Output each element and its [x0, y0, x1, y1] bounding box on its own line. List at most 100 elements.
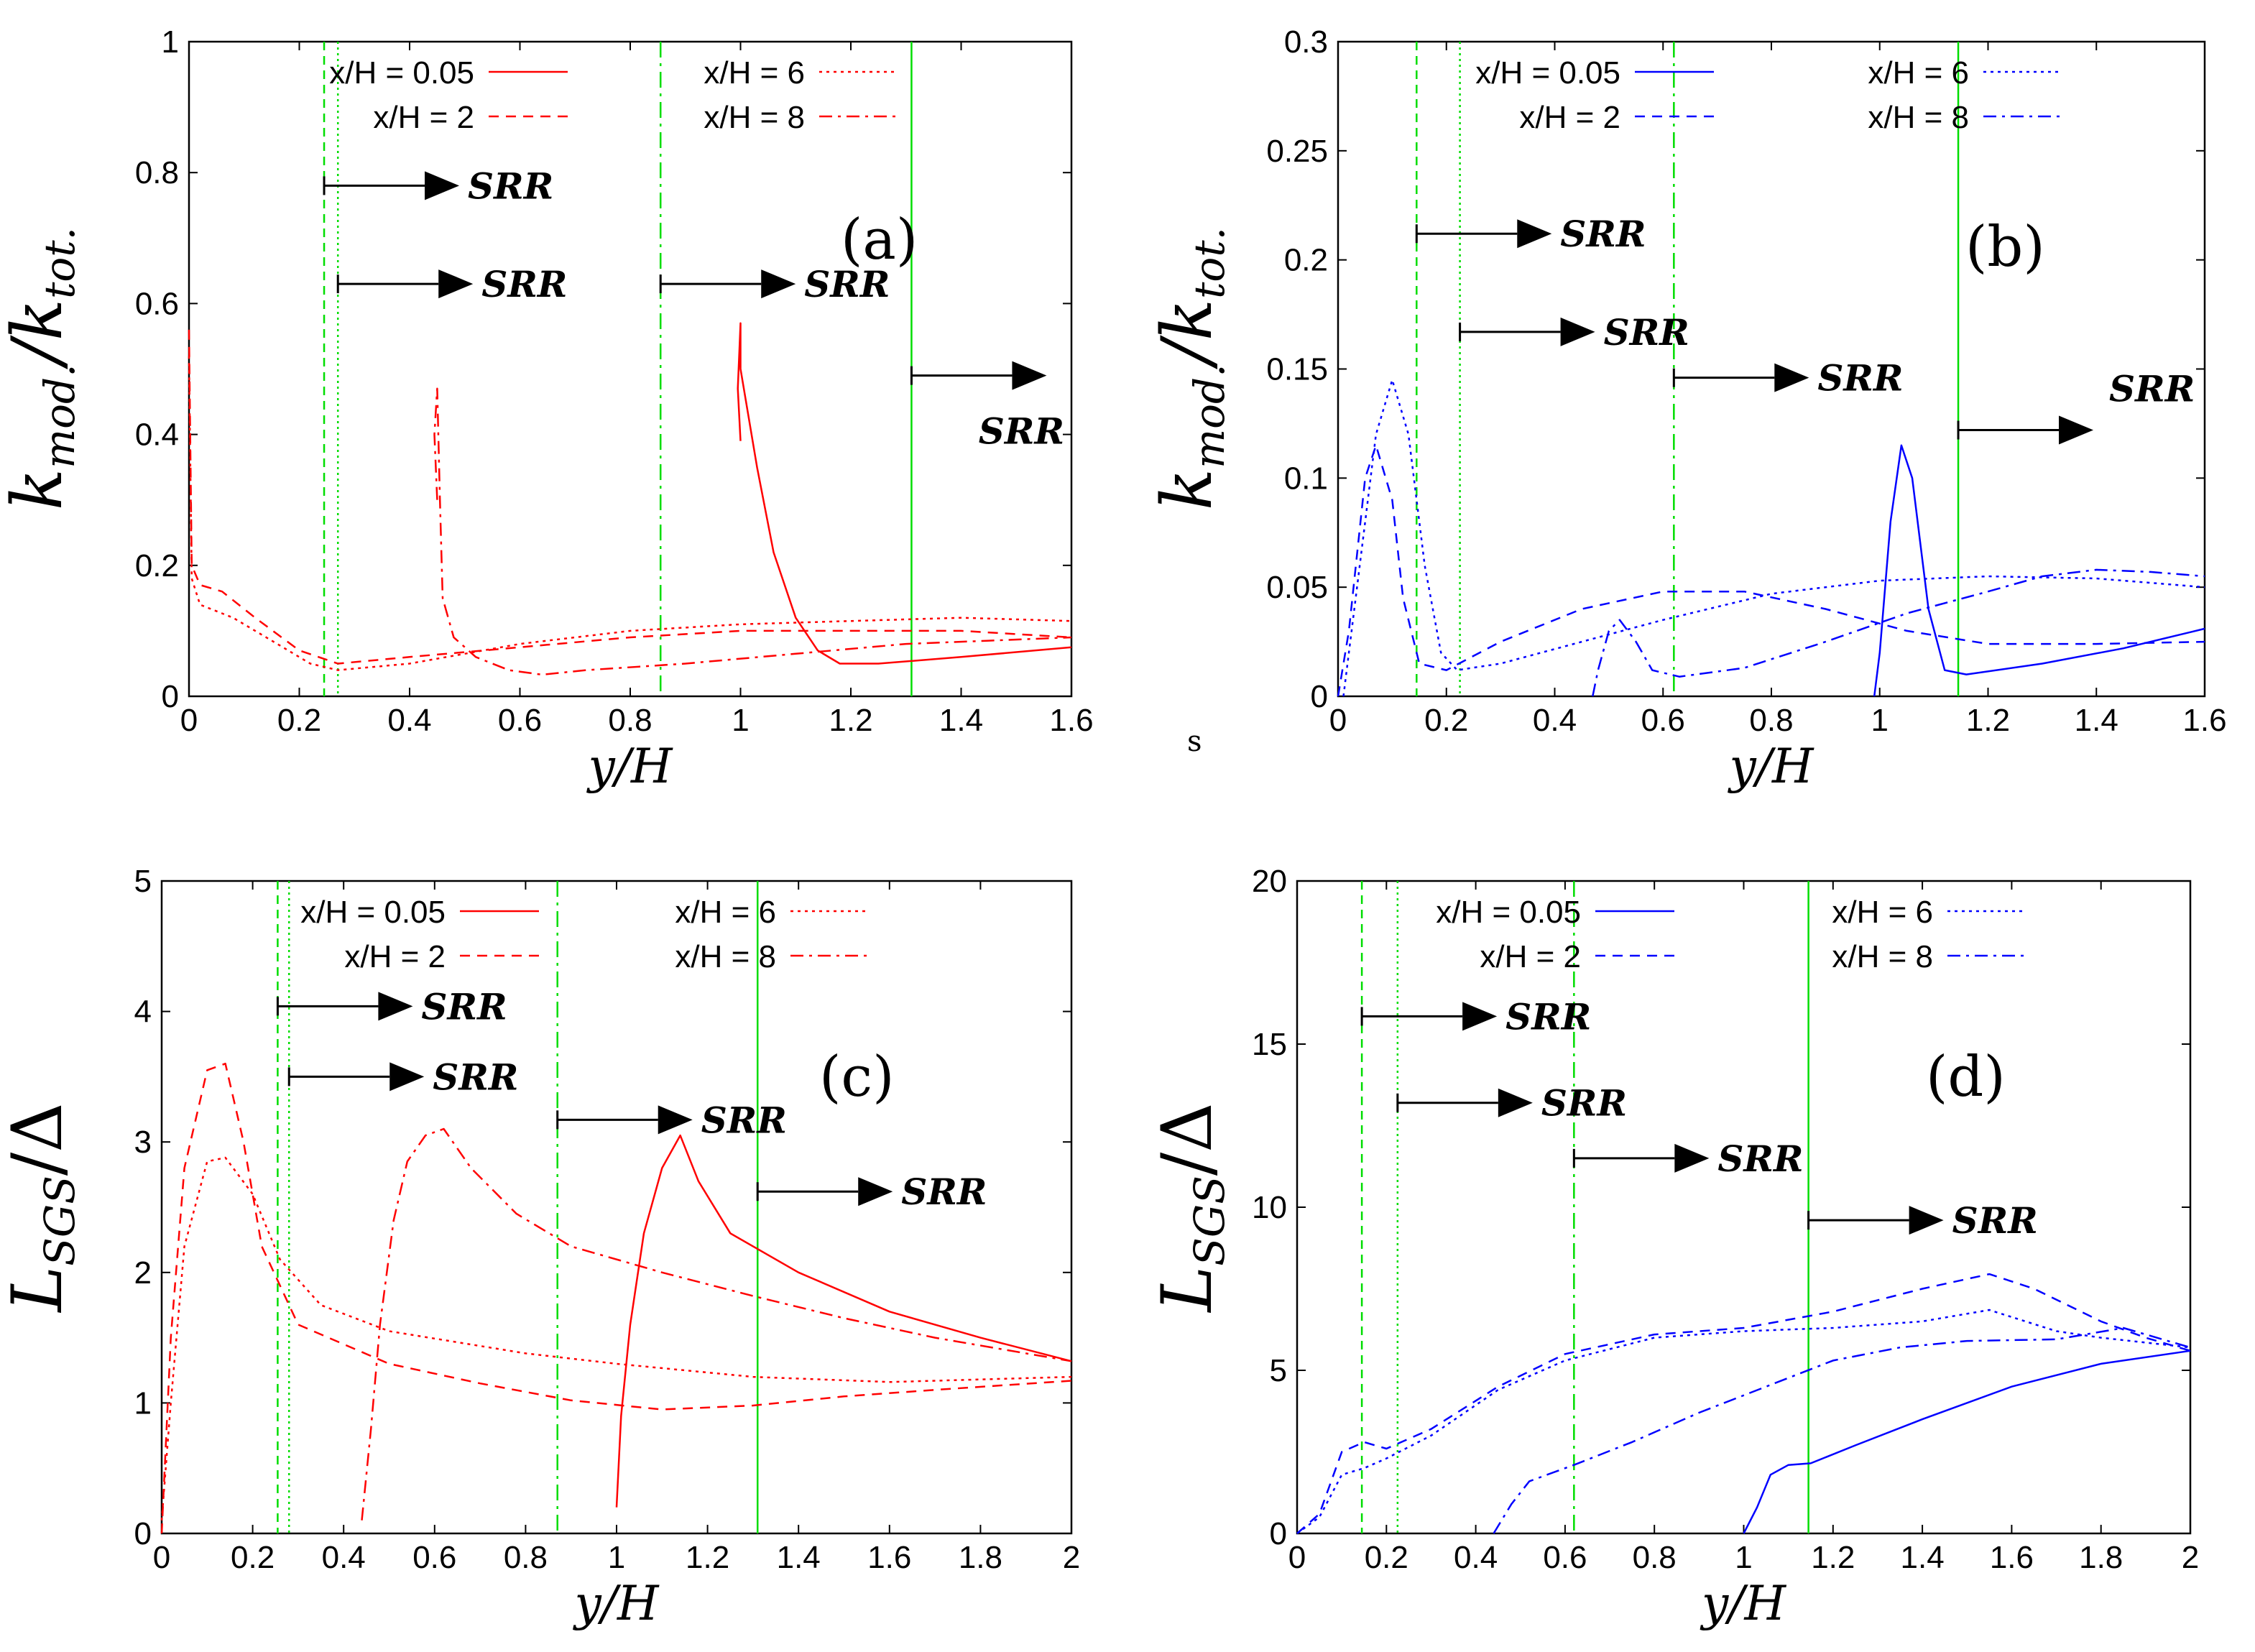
srr-label: SRR [701, 1099, 787, 1141]
srr-label: SRR [901, 1171, 987, 1213]
srr-arrow-head [2059, 415, 2094, 445]
x-tick-label: 0.2 [277, 703, 321, 738]
series-line [188, 356, 1072, 671]
srr-label: SRR [481, 263, 567, 305]
legend-entry-label: x/H = 2 [373, 100, 474, 135]
y-tick-label: 0.4 [135, 417, 179, 453]
y-axis-label: LSGS/Δ [0, 1102, 84, 1313]
x-tick-label: 0.8 [608, 703, 652, 738]
y-tick-label: 0 [1311, 679, 1328, 714]
legend-entry-label: x/H = 2 [1480, 939, 1581, 974]
series-line [160, 1156, 1072, 1521]
x-tick-label: 1.6 [2182, 703, 2226, 738]
y-tick-label: 2 [134, 1255, 152, 1291]
y-tick-label: 1 [162, 24, 179, 60]
y-tick-label: 20 [1252, 864, 1287, 899]
x-tick-label: 1.4 [1901, 1540, 1945, 1575]
legend-entry-label: x/H = 6 [1832, 895, 1933, 930]
y-axis-label: kmod./ktot. [1147, 227, 1234, 510]
y-tick-label: 10 [1252, 1190, 1287, 1225]
srr-label: SRR [1541, 1082, 1627, 1125]
y-tick-label: 15 [1252, 1027, 1287, 1062]
y-tick-label: 0.25 [1266, 134, 1328, 169]
srr-arrow-head [389, 1062, 425, 1092]
srr-label: SRR [804, 263, 890, 305]
x-tick-label: 1.8 [959, 1540, 1002, 1575]
x-tick-label: 2 [1063, 1540, 1080, 1575]
legend: x/H = 0.05 x/H = 2 x/H = 6 x/H = 8 [1436, 895, 2026, 974]
legend-entry-label: x/H = 0.05 [300, 895, 446, 930]
srr-label: SRR [2109, 368, 2195, 410]
srr-arrow-head [1674, 1143, 1710, 1173]
x-axis-label: y/H [586, 739, 673, 794]
y-tick-label: 0 [1270, 1516, 1287, 1551]
legend-entry-label: x/H = 8 [675, 939, 776, 974]
legend-entry-label: x/H = 8 [1868, 100, 1969, 135]
x-tick-label: 0 [1288, 1540, 1306, 1575]
srr-arrow-head [1560, 317, 1595, 346]
series-line [188, 329, 1072, 665]
panel-label: (d) [1926, 1045, 2006, 1109]
x-tick-label: 1 [1871, 703, 1889, 738]
srr-label: SRR [433, 1056, 518, 1098]
srr-arrow-head [425, 171, 460, 200]
series-line [737, 322, 1072, 665]
legend-entry-label: x/H = 6 [704, 55, 805, 91]
y-tick-label: 0.3 [1284, 24, 1328, 60]
x-axis-label: y/H [1700, 1576, 1787, 1631]
y-tick-label: 0.8 [135, 155, 179, 190]
legend-entry-label: x/H = 8 [704, 100, 805, 135]
legend-entry-label: x/H = 2 [344, 939, 446, 974]
x-tick-label: 0.4 [1533, 703, 1577, 738]
legend: x/H = 0.05 x/H = 2 x/H = 6 x/H = 8 [329, 55, 898, 135]
srr-arrow-head [1517, 219, 1552, 249]
x-tick-label: 1.6 [867, 1540, 911, 1575]
x-tick-label: 1.6 [1990, 1540, 2034, 1575]
x-tick-label: 0.6 [412, 1540, 456, 1575]
x-tick-label: 1.2 [1811, 1540, 1855, 1575]
legend-entry-label: x/H = 2 [1519, 100, 1620, 135]
x-tick-label: 1.6 [1049, 703, 1093, 738]
x-tick-label: 1.2 [829, 703, 872, 738]
srr-arrow-head [1462, 1002, 1498, 1031]
x-tick-label: 0.4 [387, 703, 431, 738]
x-tick-label: 1 [732, 703, 749, 738]
series-line [1743, 1349, 2191, 1534]
y-tick-label: 0 [162, 679, 179, 714]
y-axis-label: LSGS/Δ [1147, 1102, 1234, 1313]
x-axis-label: y/H [1727, 739, 1814, 794]
panel-b: 0 0.2 0.4 0.6 0.8 1 1.2 1.4 1.6 0 0.05 0.1 0.15 0.2 0.… [1147, 24, 2227, 794]
y-tick-label: 0.6 [135, 286, 179, 321]
x-tick-label: 0.6 [498, 703, 542, 738]
panel-a: 0 0.2 0.4 0.6 0.8 1 1.2 1.4 1.6 0 0.2 0.4 0.6 0.8 1 SRR… [0, 24, 1094, 794]
x-tick-label: 0.2 [1424, 703, 1468, 738]
y-tick-label: 0.05 [1266, 570, 1328, 605]
series-line [1592, 568, 2205, 697]
x-tick-label: 1 [1735, 1540, 1752, 1575]
series-line [1296, 1309, 2191, 1535]
x-tick-label: 0.8 [1633, 1540, 1677, 1575]
x-tick-label: 1.4 [2075, 703, 2118, 738]
series-line [433, 387, 1072, 676]
series-line [1342, 379, 2205, 697]
y-tick-label: 0.2 [1284, 243, 1328, 278]
srr-arrow-head [1498, 1088, 1533, 1117]
legend: x/H = 0.05 x/H = 2 x/H = 6 x/H = 8 [1475, 55, 2062, 135]
y-tick-label: 0.1 [1284, 461, 1328, 496]
stray-mark: s [1187, 725, 1202, 758]
series-line [1493, 1326, 2191, 1534]
x-tick-label: 0.8 [1749, 703, 1793, 738]
srr-arrow-head [1909, 1206, 1944, 1235]
x-tick-label: 0.8 [504, 1540, 548, 1575]
plot-frame [188, 40, 1073, 698]
panel-label: (b) [1965, 215, 2045, 280]
y-tick-label: 5 [1270, 1353, 1287, 1388]
srr-arrow-head [1012, 361, 1047, 390]
srr-label: SRR [1505, 995, 1591, 1038]
legend-entry-label: x/H = 0.05 [1475, 55, 1620, 91]
series-line [361, 1127, 1072, 1521]
srr-arrow-head [761, 269, 796, 299]
x-tick-label: 0.6 [1641, 703, 1685, 738]
srr-label: SRR [1560, 213, 1646, 255]
